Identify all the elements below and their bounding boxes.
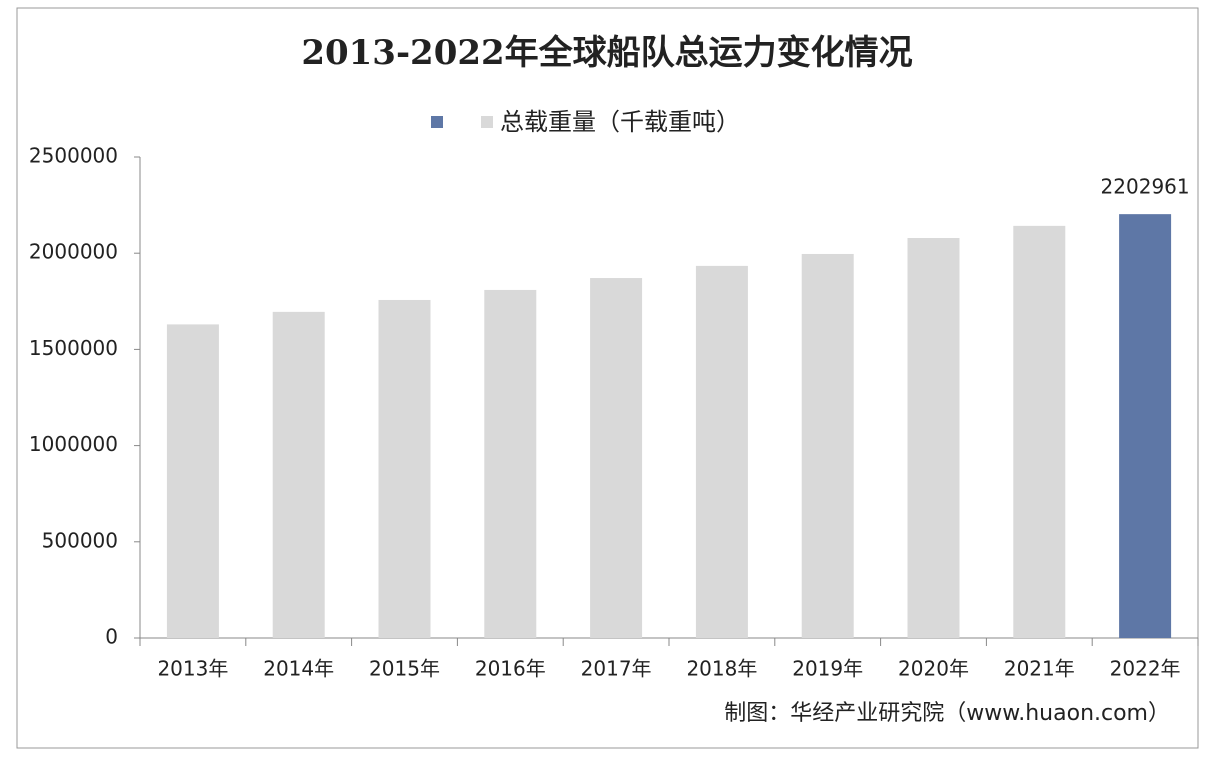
legend-swatch [431, 116, 443, 128]
legend-swatch [481, 116, 493, 128]
bar [907, 238, 960, 638]
x-tick-label: 2019年 [792, 657, 863, 681]
y-tick-label: 1500000 [29, 336, 118, 360]
y-tick-label: 0 [105, 625, 118, 649]
x-tick-label: 2018年 [686, 657, 757, 681]
x-tick-label: 2013年 [157, 657, 228, 681]
x-tick-label: 2016年 [475, 657, 546, 681]
x-tick-label: 2020年 [898, 657, 969, 681]
y-tick-label: 500000 [42, 528, 118, 552]
source-note: 制图：华经产业研究院（www.huaon.com） [724, 701, 1170, 726]
bar [1119, 214, 1172, 638]
x-tick-label: 2021年 [1004, 657, 1075, 681]
bar [1013, 225, 1066, 638]
x-tick-label: 2022年 [1110, 657, 1181, 681]
bar [272, 311, 325, 638]
y-tick-label: 2500000 [29, 144, 118, 168]
x-tick-label: 2014年 [263, 657, 334, 681]
bar [695, 265, 748, 638]
bar [484, 289, 537, 638]
data-label: 2202961 [1101, 175, 1190, 199]
chart-title: 2013-2022年全球船队总运力变化情况 [301, 33, 912, 73]
bar [166, 324, 219, 638]
y-tick-label: 1000000 [29, 432, 118, 456]
y-tick-label: 2000000 [29, 240, 118, 264]
bar [801, 253, 854, 638]
x-tick-label: 2017年 [581, 657, 652, 681]
legend-label: 总载重量（千载重吨） [500, 108, 740, 136]
bar [590, 278, 643, 638]
bar [378, 299, 431, 638]
x-tick-label: 2015年 [369, 657, 440, 681]
